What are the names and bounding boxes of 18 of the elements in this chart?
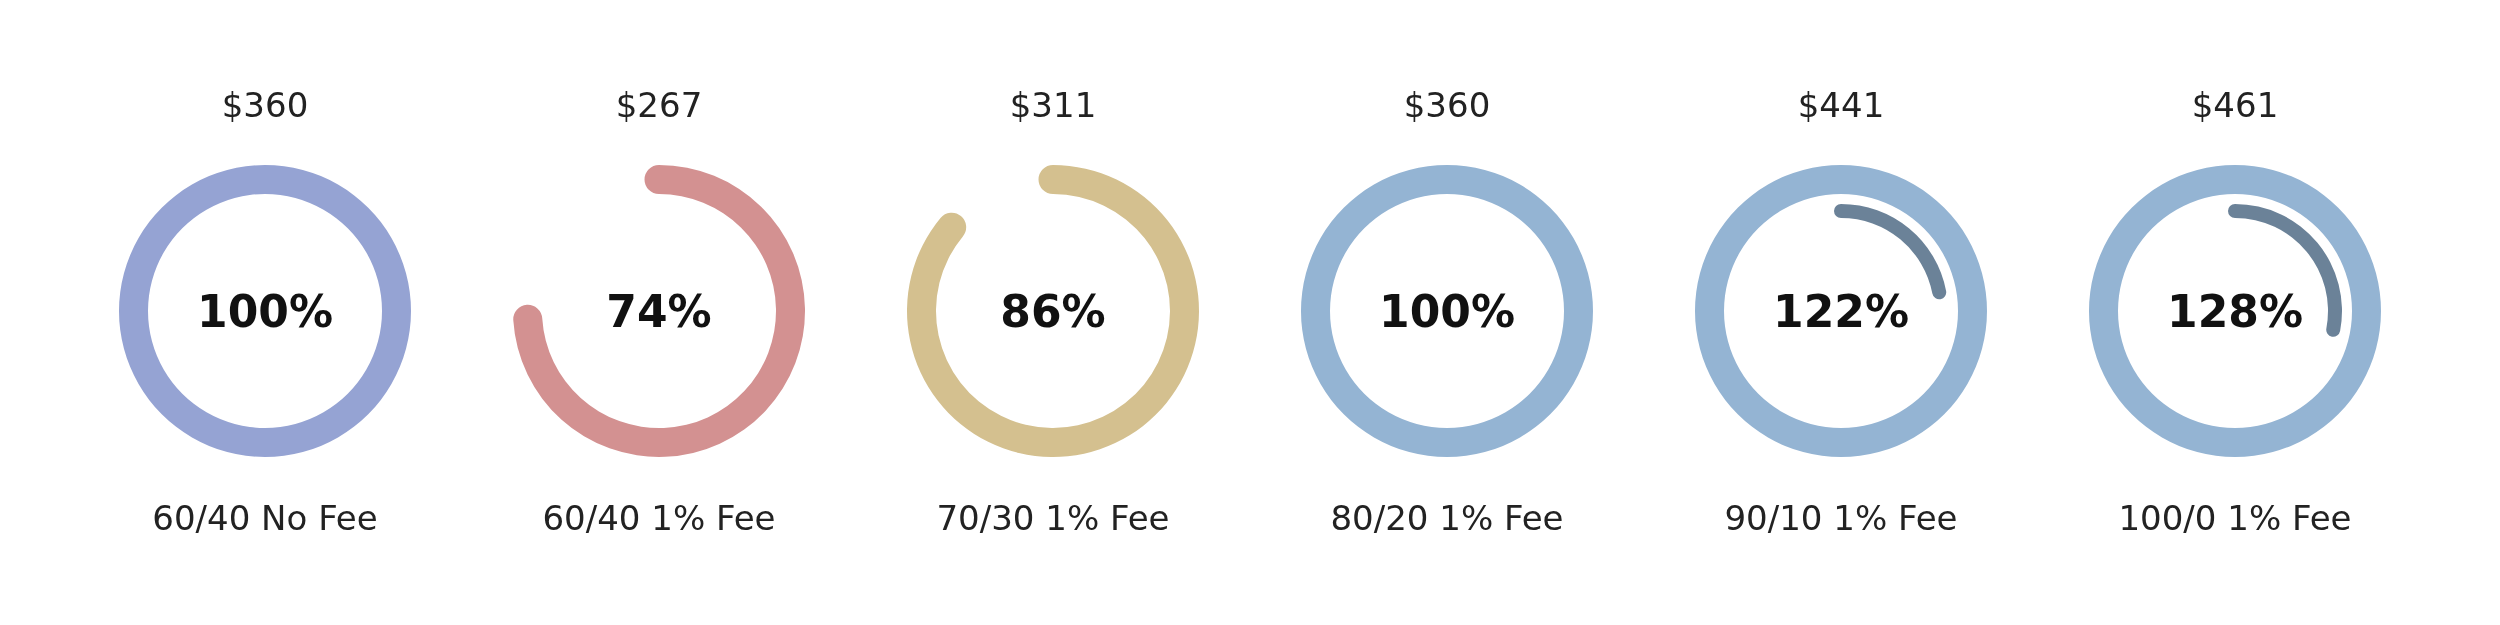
text: $360 xyxy=(221,85,309,125)
text: $441 xyxy=(1797,85,1885,125)
data-label: 100% xyxy=(1379,285,1515,337)
text: $267 xyxy=(615,85,703,125)
text: $360 xyxy=(1403,85,1491,125)
category-label: 80/20 1% Fee xyxy=(1330,498,1564,538)
category-label: 100/0 1% Fee xyxy=(2118,498,2352,538)
text: $461 xyxy=(2191,85,2279,125)
data-label: 100% xyxy=(197,285,333,337)
data-label: 128% xyxy=(2167,285,2303,337)
category-label: 60/40 No Fee xyxy=(152,498,378,538)
category-label: 90/10 1% Fee xyxy=(1724,498,1958,538)
data-label: 86% xyxy=(1000,285,1106,337)
data-label: 74% xyxy=(606,285,712,337)
category-label: 60/40 1% Fee xyxy=(542,498,776,538)
text: $311 xyxy=(1009,85,1097,125)
category-label: 70/30 1% Fee xyxy=(936,498,1170,538)
data-label: 122% xyxy=(1773,285,1909,337)
